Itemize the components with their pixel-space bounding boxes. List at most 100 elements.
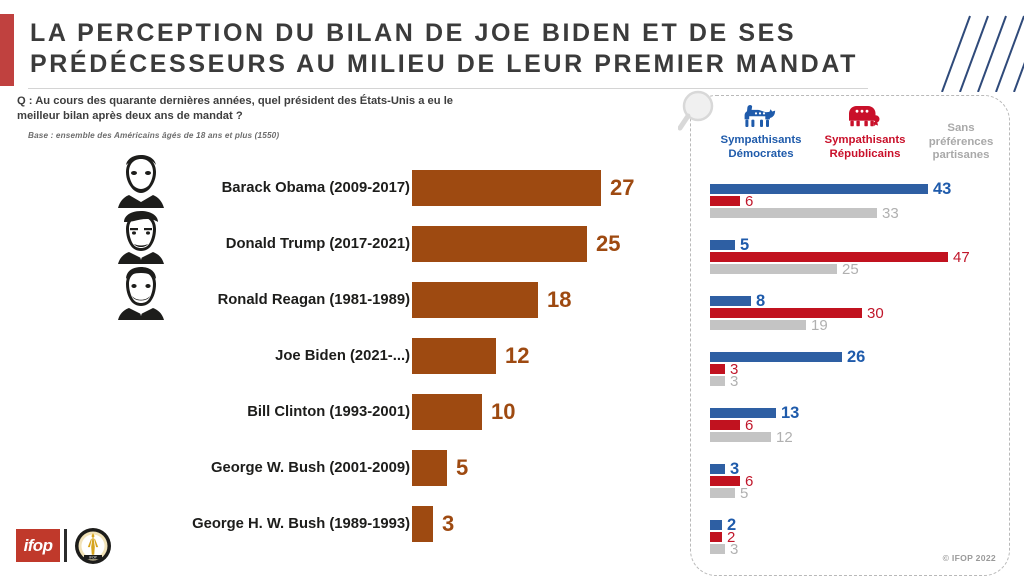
value-republican: 2	[727, 528, 736, 546]
legend-label-republicans-line2: Républicains	[829, 147, 901, 160]
value-no-preference: 5	[740, 484, 749, 502]
bar-container: 5	[412, 450, 468, 486]
elephant-icon	[806, 102, 924, 130]
bar-democrat	[710, 296, 751, 306]
breakdown-bar-democrat: 3	[710, 461, 739, 477]
bar-container: 27	[412, 170, 634, 206]
breakdown-bar-democrat: 13	[710, 405, 799, 421]
bar-republican	[710, 308, 862, 318]
value-republican: 6	[745, 472, 754, 490]
bar-value-label: 5	[456, 455, 469, 480]
bar-republican	[710, 252, 948, 262]
ifop-logo: ifop	[16, 529, 60, 562]
logo-divider	[64, 529, 67, 562]
value-republican: 47	[953, 248, 970, 266]
decorative-diagonal-lines	[941, 15, 1024, 92]
value-no-preference: 25	[842, 260, 859, 278]
value-democrat: 43	[933, 179, 952, 198]
value-bar	[412, 450, 447, 486]
breakdown-group: 5 47 25	[710, 237, 1024, 284]
main-bar-chart: Barack Obama (2009-2017) 27	[0, 155, 672, 572]
bar-republican	[710, 420, 740, 430]
bar-no-preference	[710, 432, 771, 442]
header-divider	[28, 88, 868, 89]
bar-no-preference	[710, 264, 837, 274]
president-name: George H. W. Bush (1989-1993)	[192, 516, 410, 532]
legend-label-democrats-line2: Démocrates	[728, 147, 794, 160]
table-row: Donald Trump (2017-2021) 25	[0, 211, 672, 272]
president-name: Donald Trump (2017-2021)	[225, 236, 410, 252]
bar-value-label: 12	[505, 343, 530, 368]
breakdown-bar-republican: 2	[710, 528, 736, 546]
base-note: Base : ensemble des Américains âgés de 1…	[28, 131, 280, 140]
legend-label-none-line2: préférences	[928, 135, 994, 148]
breakdown-group: 26 3 3	[710, 349, 1024, 396]
legend-label-republicans-line1: Sympathisants	[824, 134, 906, 146]
value-bar	[412, 394, 482, 430]
title-accent-bar	[0, 14, 14, 86]
bar-republican	[710, 476, 740, 486]
obama-portrait	[118, 155, 164, 208]
bar-value-label: 27	[610, 175, 635, 200]
value-no-preference: 12	[776, 428, 793, 446]
breakdown-bar-republican: 47	[710, 248, 970, 266]
title-line-2: PRÉDÉCESSEURS AU MILIEU DE LEUR PREMIER …	[30, 50, 858, 78]
breakdown-bar-democrat: 8	[710, 293, 765, 309]
breakdown-bar-democrat: 5	[710, 237, 749, 253]
bar-value-label: 10	[491, 399, 516, 424]
breakdown-group: 8 30 19	[710, 293, 1024, 340]
breakdown-bar-democrat: 43	[710, 181, 951, 197]
bar-no-preference	[710, 544, 725, 554]
copyright-text: © IFOP 2022	[942, 553, 996, 563]
value-no-preference: 33	[882, 204, 899, 222]
bar-container: 12	[412, 338, 529, 374]
president-name: Bill Clinton (1993-2001)	[247, 404, 410, 420]
question-text: Q : Au cours des quarante dernières anné…	[17, 95, 454, 122]
value-bar	[412, 506, 433, 542]
breakdown-bar-republican: 6	[710, 472, 754, 490]
value-republican: 30	[867, 304, 884, 322]
breakdown-bar-republican: 30	[710, 304, 884, 322]
trump-portrait	[118, 211, 164, 264]
breakdown-bar-none: 12	[710, 428, 793, 446]
bar-democrat	[710, 464, 725, 474]
legend-item-democrats: Sympathisants Démocrates	[702, 102, 820, 161]
value-no-preference: 3	[730, 372, 739, 390]
bar-container: 25	[412, 226, 620, 262]
value-republican: 6	[745, 416, 754, 434]
breakdown-bar-democrat: 26	[710, 349, 865, 365]
reagan-portrait	[118, 267, 164, 320]
president-name: Barack Obama (2009-2017)	[221, 180, 410, 196]
legend-label-democrats-line1: Sympathisants	[720, 134, 802, 146]
table-row: Barack Obama (2009-2017) 27	[0, 155, 672, 216]
breakdown-bar-republican: 6	[710, 416, 754, 434]
bar-republican	[710, 196, 740, 206]
breakdown-bar-republican: 6	[710, 194, 753, 209]
value-no-preference: 3	[730, 540, 739, 558]
bar-no-preference	[710, 320, 806, 330]
value-bar	[412, 338, 496, 374]
table-row: George H. W. Bush (1989-1993) 3	[0, 496, 672, 552]
bar-democrat	[710, 408, 776, 418]
breakdown-group: 13 6 12	[710, 405, 1024, 452]
legend-label-none-line3: partisanes	[932, 149, 990, 161]
value-democrat: 3	[730, 459, 740, 478]
new-york-seal-logo: IFOP	[75, 528, 111, 564]
value-democrat: 8	[756, 291, 766, 310]
bar-value-label: 3	[442, 511, 455, 536]
value-democrat: 26	[847, 347, 866, 366]
table-row: Joe Biden (2021-...) 12	[0, 328, 672, 384]
legend-item-republicans: Sympathisants Républicains	[806, 102, 924, 161]
bar-republican	[710, 532, 722, 542]
bar-value-label: 18	[547, 287, 572, 312]
bar-value-label: 25	[596, 231, 621, 256]
title-line-1: LA PERCEPTION DU BILAN DE JOE BIDEN ET D…	[30, 19, 797, 47]
bar-democrat	[710, 520, 722, 530]
breakdown-group: 3 6 5	[710, 461, 1024, 508]
bar-no-preference	[710, 376, 725, 386]
breakdown-group: 43 6 33	[710, 181, 1024, 228]
value-no-preference: 19	[811, 316, 828, 334]
breakdown-bar-none: 3	[710, 540, 739, 558]
bar-container: 3	[412, 506, 454, 542]
